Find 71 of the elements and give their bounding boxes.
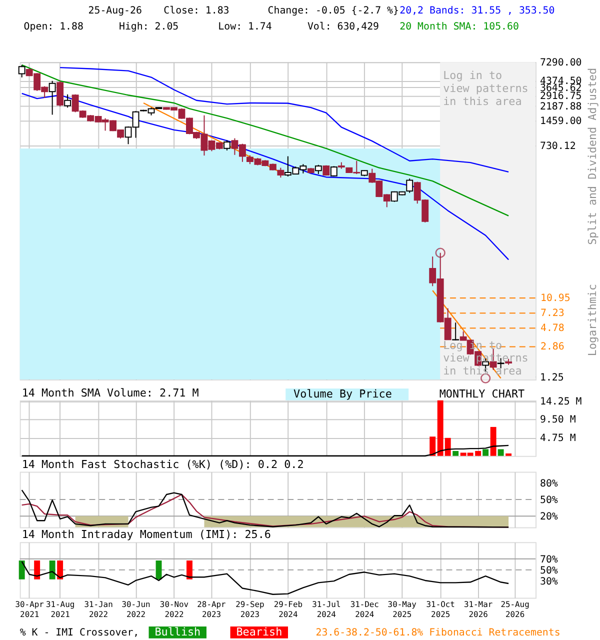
x-tick-label: 31-Dec 2024 xyxy=(350,600,380,620)
y-tick-label: 1.25 xyxy=(540,372,564,384)
y-tick-label: 50% xyxy=(540,494,558,506)
bar xyxy=(506,453,512,456)
x-tick-label: 31-Mar 2026 xyxy=(464,600,493,620)
x-tick-label: 28-Apr 2023 xyxy=(197,600,226,620)
x-tick-label: 31-Aug 2021 xyxy=(46,600,75,620)
text: Open: 1.88 xyxy=(24,21,84,32)
annotation: Log in to view patterns in this area xyxy=(443,69,528,108)
text: MONTHLY CHART xyxy=(439,387,526,400)
text: Split and Dividend Adjusted xyxy=(586,68,600,245)
y-tick-label: 20% xyxy=(540,512,558,523)
candlestick xyxy=(18,64,26,78)
chart-title: 14 Month Fast Stochastic (%K) (%D): 0.2 0.2 xyxy=(22,458,304,471)
text: Close: 1.83 xyxy=(164,6,230,17)
candlestick xyxy=(314,164,322,175)
y-tick-label: 50% xyxy=(540,565,558,576)
line-series xyxy=(21,561,510,595)
y-tick-label: 2916.75 xyxy=(540,90,582,102)
chart-title: 14 Month SMA Volume: 2.71 M xyxy=(22,386,200,400)
y-tick-label: 80% xyxy=(540,478,558,490)
text: High: 2.05 xyxy=(119,21,179,32)
candlestick xyxy=(64,94,72,108)
x-tick-label: 31-Jul 2024 xyxy=(312,600,341,620)
y-tick-label: 7290.00 xyxy=(540,58,582,69)
x-tick-label: 30-Jun 2022 xyxy=(122,600,151,620)
text: Volume By Price xyxy=(294,387,392,400)
y-tick-label: 2187.88 xyxy=(540,101,582,112)
ref-line-label: 10.95 xyxy=(540,293,570,304)
candlestick xyxy=(406,178,414,194)
ref-line-label: 2.86 xyxy=(540,342,564,353)
candlestick xyxy=(56,80,64,107)
candlestick xyxy=(48,80,56,116)
y-tick-label: 14.25 M xyxy=(540,396,582,408)
x-tick-label: 30-Apr 2021 xyxy=(15,600,44,620)
candlestick xyxy=(277,167,284,178)
chart-title: 14 Month Intraday Momentum (IMI): 25.6 xyxy=(22,528,271,542)
text: Change: -0.05 {-2.7 %} xyxy=(268,6,399,17)
text: 23.6-38.2-50-61.8% Fibonacci Retracements xyxy=(316,627,560,638)
x-tick-label: 31-Oct 2025 xyxy=(426,600,455,620)
y-tick-label: 70% xyxy=(540,554,558,566)
text: Vol: 630,429 xyxy=(307,21,380,32)
text: Logarithmic xyxy=(586,284,600,356)
y-tick-label: 30% xyxy=(540,576,558,588)
bar xyxy=(430,436,436,456)
x-tick-label: 29-Sep 2023 xyxy=(236,600,264,620)
x-tick-label: 29-Feb 2024 xyxy=(274,600,303,620)
y-tick-label: 4.75 M xyxy=(540,433,576,444)
bar xyxy=(490,426,496,456)
bar xyxy=(498,449,504,456)
text: 25-Aug-26 xyxy=(88,6,142,17)
text: % K - IMI Crossover, xyxy=(20,627,140,638)
ref-line-label: 4.78 xyxy=(540,323,564,334)
x-tick-label: 31-Jan 2022 xyxy=(84,600,114,620)
y-tick-label: 9.50 M xyxy=(540,414,576,426)
x-tick-label: 30-May 2025 xyxy=(388,600,417,620)
bar xyxy=(482,449,489,456)
y-tick-label: 1459.00 xyxy=(540,116,582,128)
candlestick xyxy=(452,322,460,341)
candlestick xyxy=(223,140,230,151)
text: Bearish xyxy=(236,625,282,638)
bar xyxy=(452,450,459,456)
ref-line-label: 7.23 xyxy=(540,308,564,320)
x-tick-label: 30-Nov 2022 xyxy=(160,600,189,620)
line-series xyxy=(21,444,510,456)
y-tick-label: 730.12 xyxy=(540,141,576,152)
text: 20,2 Bands: 31.55 , 353.50 xyxy=(400,6,555,17)
x-tick-label: 25-Aug 2026 xyxy=(500,600,530,620)
text: 20 Month SMA: 105.60 xyxy=(400,21,519,32)
text: Bullish xyxy=(154,625,201,638)
text: Low: 1.74 xyxy=(218,21,272,32)
